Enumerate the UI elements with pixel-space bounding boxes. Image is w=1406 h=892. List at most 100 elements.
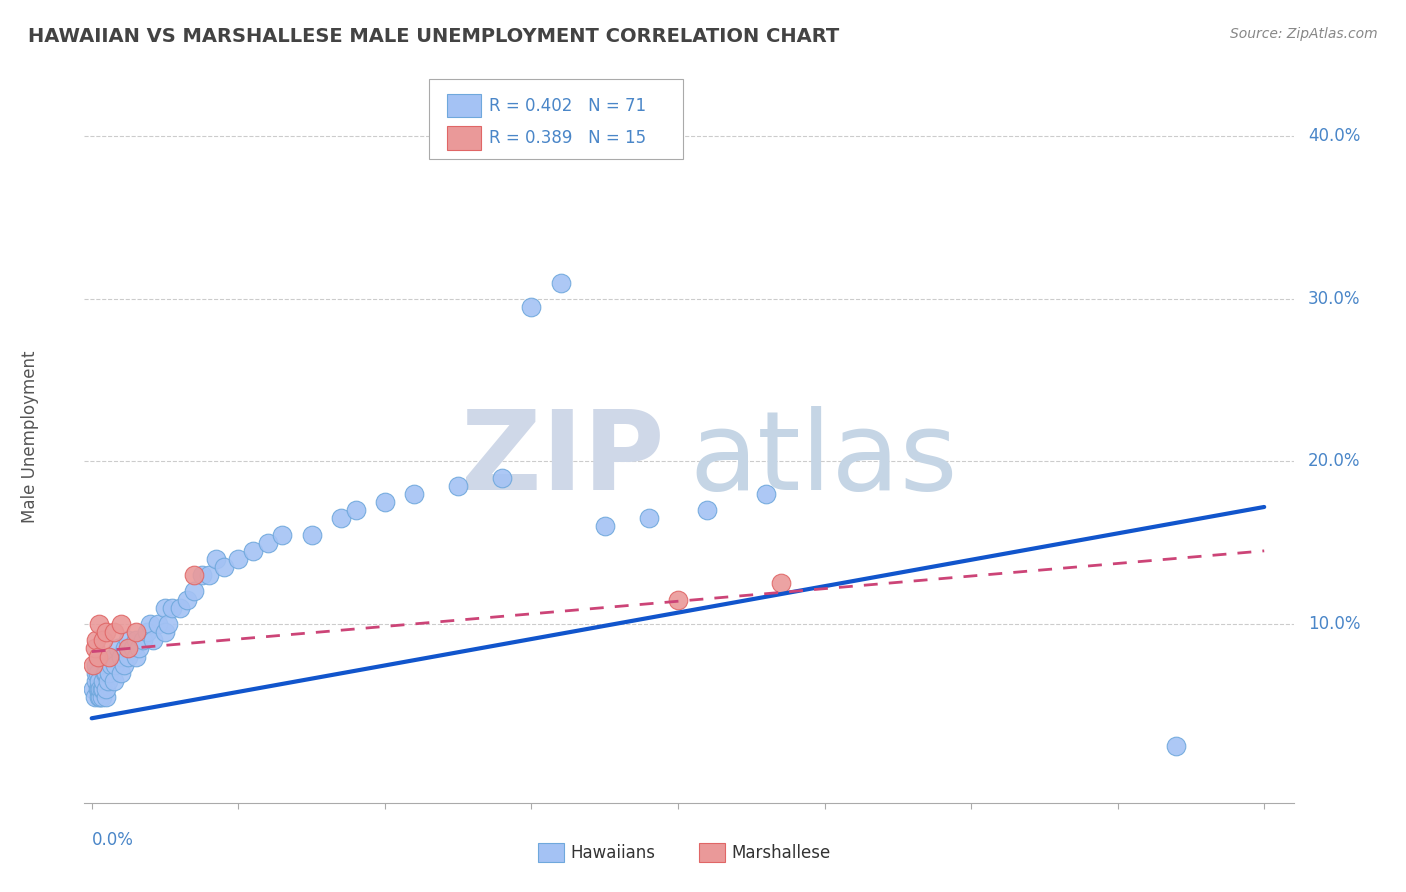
Point	[198, 568, 221, 582]
Point	[89, 681, 111, 696]
Point	[593, 519, 616, 533]
Text: R = 0.402   N = 71: R = 0.402 N = 71	[489, 96, 647, 115]
Point	[132, 633, 155, 648]
Point	[91, 690, 114, 705]
Point	[96, 625, 118, 640]
Point	[110, 665, 132, 680]
Point	[103, 673, 125, 688]
Text: Source: ZipAtlas.com: Source: ZipAtlas.com	[1230, 27, 1378, 41]
Point	[404, 487, 426, 501]
Point	[226, 552, 249, 566]
Point	[87, 681, 110, 696]
Text: 20.0%: 20.0%	[1308, 452, 1361, 470]
Point	[96, 681, 118, 696]
Point	[117, 649, 139, 664]
Point	[104, 657, 127, 672]
FancyBboxPatch shape	[447, 126, 481, 150]
Point	[98, 649, 121, 664]
Text: Marshallese: Marshallese	[731, 844, 831, 862]
Point	[271, 527, 294, 541]
Point	[93, 681, 115, 696]
Point	[146, 617, 169, 632]
Point	[183, 584, 205, 599]
Point	[205, 552, 228, 566]
Point	[86, 665, 108, 680]
Point	[550, 276, 572, 290]
Point	[374, 495, 396, 509]
Point	[156, 617, 179, 632]
Text: Male Unemployment: Male Unemployment	[21, 351, 39, 524]
Text: 30.0%: 30.0%	[1308, 290, 1361, 308]
Point	[176, 592, 198, 607]
Point	[84, 633, 107, 648]
Point	[82, 681, 104, 696]
Point	[97, 673, 120, 688]
Point	[121, 641, 143, 656]
Point	[86, 649, 108, 664]
Point	[256, 535, 278, 549]
Text: 40.0%: 40.0%	[1308, 128, 1361, 145]
Point	[96, 690, 118, 705]
Point	[162, 600, 184, 615]
Point	[110, 617, 132, 632]
Point	[666, 592, 689, 607]
Point	[100, 657, 122, 672]
Point	[329, 511, 352, 525]
Point	[112, 657, 135, 672]
Point	[769, 576, 792, 591]
Point	[87, 617, 110, 632]
FancyBboxPatch shape	[699, 843, 725, 862]
Text: ZIP: ZIP	[461, 406, 665, 513]
Point	[139, 617, 162, 632]
Point	[124, 649, 146, 664]
Point	[212, 560, 235, 574]
Point	[83, 690, 105, 705]
Point	[637, 511, 659, 525]
Point	[153, 625, 176, 640]
Point	[117, 641, 139, 656]
Point	[142, 633, 165, 648]
FancyBboxPatch shape	[429, 78, 683, 159]
Point	[183, 568, 205, 582]
Point	[91, 681, 114, 696]
Point	[136, 625, 159, 640]
Point	[87, 690, 110, 705]
Point	[124, 625, 146, 640]
Point	[153, 600, 176, 615]
Point	[1166, 739, 1188, 753]
Point	[520, 300, 543, 314]
Point	[94, 665, 117, 680]
Point	[190, 568, 212, 582]
Text: 0.0%: 0.0%	[91, 830, 134, 848]
Point	[491, 471, 513, 485]
Point	[87, 673, 110, 688]
Point	[89, 690, 111, 705]
Text: HAWAIIAN VS MARSHALLESE MALE UNEMPLOYMENT CORRELATION CHART: HAWAIIAN VS MARSHALLESE MALE UNEMPLOYMEN…	[28, 27, 839, 45]
Point	[447, 479, 470, 493]
Point	[84, 665, 107, 680]
Point	[107, 641, 129, 656]
Point	[755, 487, 778, 501]
Point	[117, 633, 139, 648]
FancyBboxPatch shape	[447, 94, 481, 118]
Point	[128, 641, 150, 656]
Text: Hawaiians: Hawaiians	[571, 844, 655, 862]
Point	[103, 625, 125, 640]
Point	[93, 633, 115, 648]
Point	[84, 673, 107, 688]
Point	[169, 600, 191, 615]
Point	[242, 544, 264, 558]
Text: atlas: atlas	[689, 406, 957, 513]
Point	[696, 503, 718, 517]
Point	[124, 633, 146, 648]
Point	[344, 503, 367, 517]
Text: R = 0.389   N = 15: R = 0.389 N = 15	[489, 129, 647, 147]
Point	[96, 665, 118, 680]
FancyBboxPatch shape	[538, 843, 564, 862]
Text: 10.0%: 10.0%	[1308, 615, 1361, 633]
Point	[83, 641, 105, 656]
Point	[103, 649, 125, 664]
Point	[110, 649, 132, 664]
Point	[98, 665, 121, 680]
Point	[301, 527, 323, 541]
